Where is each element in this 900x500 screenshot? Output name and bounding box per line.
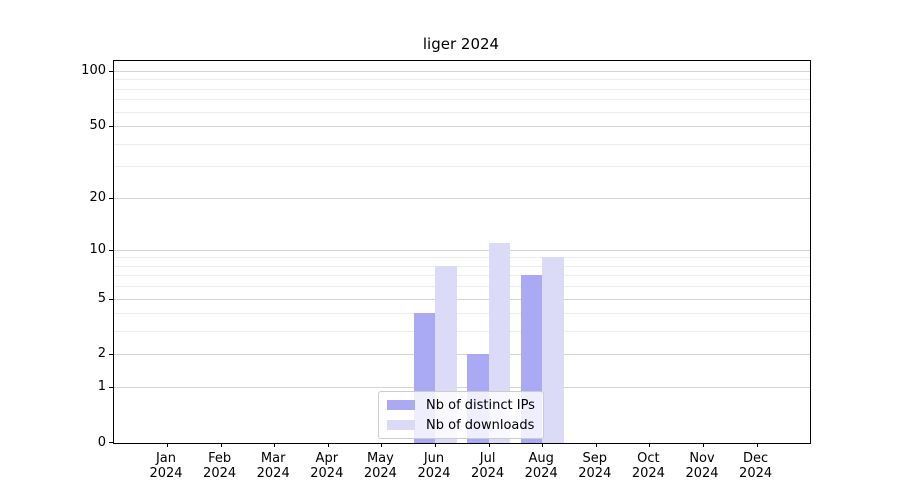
minor-gridline (114, 112, 810, 113)
y-tick-label: 20 (89, 189, 106, 205)
x-tick-mark (703, 443, 704, 447)
x-tick-label: May 2024 (340, 451, 420, 481)
x-tick-mark (489, 443, 490, 447)
major-gridline (114, 198, 810, 199)
x-tick-label-year: 2024 (310, 466, 344, 481)
y-tick-label: 0 (97, 435, 106, 450)
x-tick-label-month: Feb (208, 451, 232, 466)
minor-gridline (114, 313, 810, 314)
x-tick-label: Jun 2024 (394, 451, 474, 481)
x-tick-label-month: Dec (743, 451, 769, 466)
major-gridline (114, 250, 810, 251)
y-tick-mark (109, 354, 113, 355)
y-tick-mark (109, 387, 113, 388)
legend-item-downloads: Nb of downloads (387, 415, 535, 435)
x-tick-label-year: 2024 (417, 466, 451, 481)
x-tick-mark (381, 443, 382, 447)
plot-area (109, 60, 811, 447)
y-tick-mark (109, 442, 113, 443)
x-tick-mark (757, 443, 758, 447)
x-tick-label-year: 2024 (203, 466, 237, 481)
major-gridline (114, 126, 810, 127)
y-tick-mark (109, 198, 113, 199)
y-tick-label: 100 (81, 62, 106, 78)
x-tick-label-month: Apr (315, 451, 339, 466)
y-tick-mark (109, 71, 113, 72)
x-tick-label-year: 2024 (471, 466, 505, 481)
x-tick-label: Dec 2024 (716, 451, 796, 481)
x-tick-label-year: 2024 (524, 466, 558, 481)
minor-gridline (114, 166, 810, 167)
x-tick-label-year: 2024 (149, 466, 183, 481)
x-tick-label-month: Sep (582, 451, 608, 466)
minor-gridline (114, 331, 810, 332)
x-tick-label-year: 2024 (578, 466, 612, 481)
x-tick-mark (435, 443, 436, 447)
major-gridline (114, 354, 810, 355)
x-tick-label-month: Jun (423, 451, 445, 466)
x-tick-mark (167, 443, 168, 447)
legend-item-distinct-ips: Nb of distinct IPs (387, 395, 535, 415)
minor-gridline (114, 144, 810, 145)
x-tick-label-year: 2024 (631, 466, 665, 481)
y-tick-label: 1 (97, 379, 106, 395)
x-tick-label: Jan 2024 (126, 451, 206, 481)
y-tick-mark (109, 250, 113, 251)
minor-gridline (114, 286, 810, 287)
minor-gridline (114, 275, 810, 276)
x-tick-label: Oct 2024 (608, 451, 688, 481)
y-tick-mark (109, 126, 113, 127)
x-tick-label: Jul 2024 (448, 451, 528, 481)
x-tick-label-month: Nov (689, 451, 715, 466)
y-tick-label: 10 (89, 241, 106, 257)
x-tick-label: Mar 2024 (233, 451, 313, 481)
x-tick-label-month: Jan (155, 451, 177, 466)
minor-gridline (114, 89, 810, 90)
major-gridline (114, 387, 810, 388)
major-gridline (114, 299, 810, 300)
legend-swatch-downloads-icon (387, 420, 415, 430)
y-tick-label: 5 (97, 290, 106, 306)
chart-title: liger 2024 (422, 35, 500, 53)
legend-label-downloads: Nb of downloads (426, 417, 535, 433)
x-tick-label-month: Oct (637, 451, 660, 466)
x-tick-mark (328, 443, 329, 447)
y-tick-mark (109, 299, 113, 300)
y-tick-label: 2 (97, 346, 106, 362)
legend-label-distinct-ips: Nb of distinct IPs (426, 397, 535, 413)
x-tick-mark (274, 443, 275, 447)
x-tick-label-year: 2024 (363, 466, 397, 481)
x-tick-mark (596, 443, 597, 447)
bar-downloads (542, 257, 564, 443)
y-tick-label: 50 (89, 118, 106, 134)
x-tick-label: Sep 2024 (555, 451, 635, 481)
legend: Nb of distinct IPs Nb of downloads (378, 391, 544, 439)
minor-gridline (114, 266, 810, 267)
major-gridline (114, 71, 810, 72)
x-tick-label-month: Jul (479, 451, 496, 466)
minor-gridline (114, 99, 810, 100)
x-tick-label-year: 2024 (685, 466, 719, 481)
x-tick-label: Apr 2024 (287, 451, 367, 481)
x-tick-label-month: Aug (528, 451, 554, 466)
x-tick-label: Nov 2024 (662, 451, 742, 481)
x-tick-mark (649, 443, 650, 447)
legend-swatch-distinct-ips-icon (387, 400, 415, 410)
x-tick-label-month: May (366, 451, 394, 466)
minor-gridline (114, 79, 810, 80)
x-tick-label-year: 2024 (739, 466, 773, 481)
x-tick-mark (221, 443, 222, 447)
x-tick-label: Aug 2024 (501, 451, 581, 481)
x-tick-label-month: Mar (260, 451, 286, 466)
x-tick-label: Feb 2024 (180, 451, 260, 481)
x-tick-label-year: 2024 (256, 466, 290, 481)
minor-gridline (114, 257, 810, 258)
x-tick-mark (542, 443, 543, 447)
